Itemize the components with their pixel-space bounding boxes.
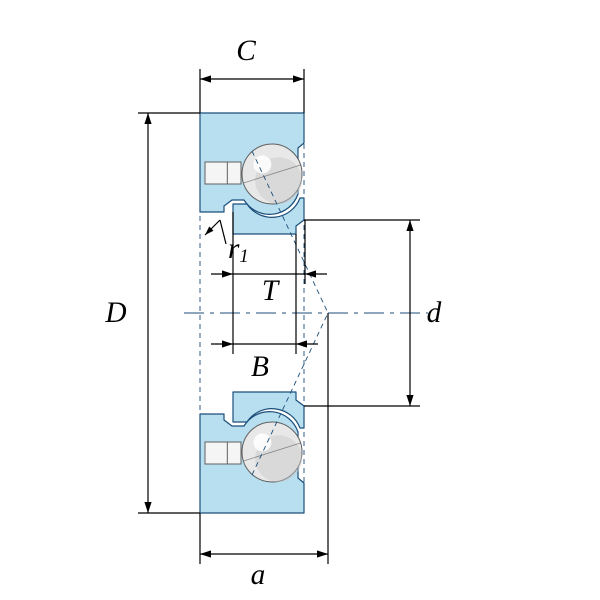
label-d: d <box>427 297 442 329</box>
bearing-schematic-svg: D Cd a B Tr1 <box>0 0 600 600</box>
label-D: D <box>104 297 126 329</box>
cage-bottom <box>205 442 241 464</box>
cage-top <box>205 162 241 184</box>
label-r1: r1 <box>228 233 249 267</box>
diagram-canvas: { "meta": { "type": "engineering-diagram… <box>0 0 600 600</box>
ball-bottom <box>242 422 302 482</box>
label-T: T <box>262 275 281 307</box>
label-a: a <box>251 559 266 591</box>
label-C: C <box>236 35 256 67</box>
ball-top <box>242 144 302 204</box>
label-B: B <box>251 351 269 383</box>
